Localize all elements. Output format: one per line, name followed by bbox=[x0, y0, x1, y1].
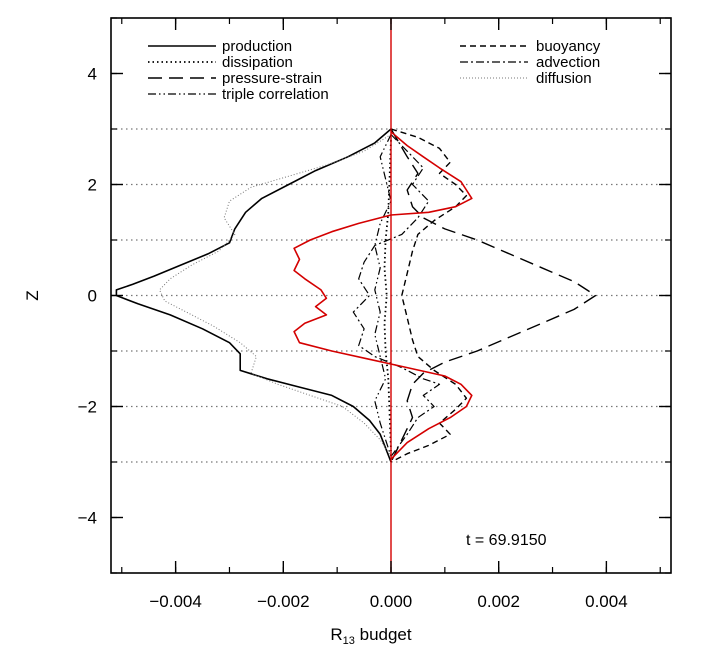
series-line-buoyancy bbox=[390, 128, 468, 463]
x-tick-label: 0.002 bbox=[477, 592, 520, 611]
time-annotation: t = 69.9150 bbox=[466, 532, 547, 549]
y-axis-title: Z bbox=[23, 290, 42, 300]
y-tick-label: −4 bbox=[78, 509, 97, 528]
legend-label-pressure-strain: pressure-strain bbox=[222, 70, 322, 87]
legend-label-triple-correlation: triple correlation bbox=[222, 86, 329, 103]
legend-label-dissipation: dissipation bbox=[222, 54, 293, 71]
y-tick-label: 2 bbox=[88, 176, 97, 195]
y-tick-label: 0 bbox=[88, 287, 97, 306]
x-tick-label: 0.000 bbox=[370, 592, 413, 611]
legend-label-production: production bbox=[222, 38, 292, 55]
x-tick-label: 0.004 bbox=[585, 592, 628, 611]
series-line-production bbox=[115, 128, 392, 463]
x-tick-label: −0.004 bbox=[149, 592, 201, 611]
x-axis-title: R13 budget bbox=[330, 625, 412, 647]
legend-label-advection: advection bbox=[536, 54, 600, 71]
y-tick-label: −2 bbox=[78, 398, 97, 417]
series-line-triple-correlation bbox=[374, 134, 392, 457]
series-line-dissipation bbox=[383, 140, 392, 451]
series-line-total bbox=[293, 131, 473, 460]
series-line-advection bbox=[352, 134, 441, 457]
series-line-pressure-strain bbox=[390, 128, 597, 463]
legend-label-buoyancy: buoyancy bbox=[536, 38, 601, 55]
legend-label-diffusion: diffusion bbox=[536, 70, 592, 87]
x-tick-label: −0.002 bbox=[257, 592, 309, 611]
y-tick-label: 4 bbox=[88, 65, 97, 84]
